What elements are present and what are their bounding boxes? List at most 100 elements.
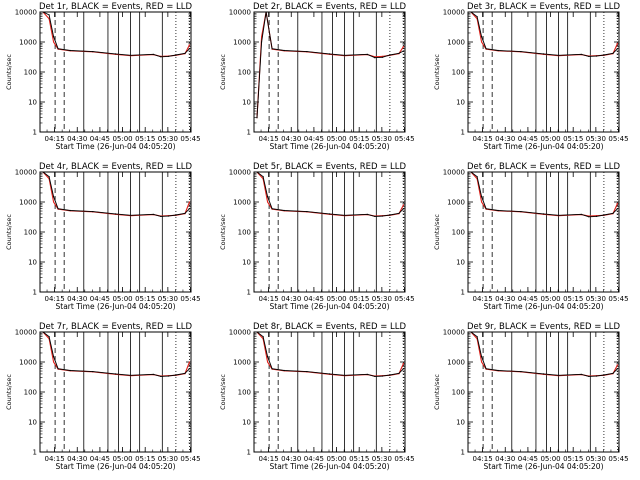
panel-title: Det 1r, BLACK = Events, RED = LLD [39,2,193,12]
events-data-point [271,368,273,370]
events-data-point [130,54,132,56]
events-data-point [588,216,590,218]
lld-data-point [402,204,405,206]
events-data-point [184,52,186,54]
x-tick-label: 05:30 [586,455,606,463]
plot-frame [253,171,406,293]
x-tick-label: 05:45 [180,455,200,463]
x-tick-label: 04:15 [45,455,65,463]
panel-title: Det 7r, BLACK = Events, RED = LLD [39,322,193,332]
y-axis-label: Counts/sec [219,374,227,410]
y-tick-label: 10 [28,419,37,427]
events-data-point [69,209,71,212]
detector-panel: Det 3r, BLACK = Events, RED = LLD Counts/… [433,2,629,151]
y-tick-label: 100 [452,229,465,237]
x-axis-label: Start Time (26-Jun-04 04:05:20) [484,462,604,471]
x-tick-label: 04:45 [518,295,538,303]
events-data-point [374,375,376,377]
x-tick-label: 05:00 [112,295,132,303]
x-tick-label: 04:30 [495,295,515,303]
x-tick-label: 05:00 [540,455,560,463]
events-data-point [48,176,50,178]
y-tick-label: 100 [238,229,251,237]
events-data-point [267,196,269,198]
y-tick-label: 10000 [15,329,37,337]
events-data-point [57,48,59,50]
x-tick-label: 04:15 [45,135,65,143]
events-data-point [616,208,619,210]
y-axis-label: Counts/sec [5,54,13,90]
x-axis-label: Start Time (26-Jun-04 04:05:20) [484,142,604,151]
events-series-line [470,12,618,57]
events-data-point [167,215,169,217]
y-tick-label: 1 [247,129,251,137]
y-tick-label: 1 [33,449,37,457]
plot-frame [39,171,192,293]
events-data-point [188,48,191,50]
events-data-point [389,54,391,56]
events-data-point [130,374,132,376]
events-data-point [595,375,598,377]
events-data-point [374,215,376,217]
detector-panel: Det 4r, BLACK = Events, RED = LLD Counts/… [5,162,201,311]
x-axis-label: Start Time (26-Jun-04 04:05:20) [56,142,176,151]
events-data-point [603,374,605,376]
x-tick-label: 05:00 [112,455,132,463]
events-data-point [398,212,400,214]
events-data-point [167,55,169,58]
events-data-point [374,57,376,59]
y-tick-label: 100 [24,229,37,237]
x-axis-label: Start Time (26-Jun-04 04:05:20) [270,302,390,311]
x-tick-label: 05:45 [180,135,200,143]
x-tick-label: 04:30 [281,295,301,303]
x-tick-label: 04:15 [259,135,279,143]
events-data-point [283,369,285,372]
y-tick-label: 1000 [233,39,251,47]
y-axis-label: Counts/sec [219,214,227,250]
events-data-point [612,52,614,54]
events-data-point [261,41,263,43]
events-data-point [130,214,132,216]
events-data-point [160,375,162,377]
detector-panel: Det 6r, BLACK = Events, RED = LLD Counts/… [433,162,629,311]
x-tick-label: 05:15 [135,295,155,303]
plot-frame [39,11,192,133]
events-data-point [402,50,405,52]
detector-panel: Det 5r, BLACK = Events, RED = LLD Counts/… [219,162,415,311]
x-tick-label: 04:15 [45,295,65,303]
y-tick-label: 100 [24,69,37,77]
x-tick-label: 04:45 [304,135,324,143]
events-data-point [485,48,487,50]
x-tick-label: 05:45 [608,455,628,463]
plot-frame [467,11,620,133]
lld-data-point [402,46,405,48]
events-data-point [152,213,154,215]
y-tick-label: 10000 [229,329,251,337]
events-data-point [398,372,400,374]
events-data-point [175,214,177,216]
y-tick-label: 100 [452,389,465,397]
lld-data-point [188,44,191,46]
y-axis-label: Counts/sec [433,54,441,90]
events-data-point [497,49,499,52]
events-data-point [306,211,308,213]
events-series-line [256,172,404,217]
x-tick-label: 04:30 [495,135,515,143]
plot-frame [467,331,620,453]
lld-data-point [53,41,55,43]
events-data-point [497,369,499,372]
events-data-point [114,213,117,215]
x-tick-label: 05:15 [349,295,369,303]
y-axis-label: Counts/sec [5,214,13,250]
events-data-point [558,54,560,56]
x-axis-label: Start Time (26-Jun-04 04:05:20) [270,142,390,151]
y-tick-label: 100 [238,389,251,397]
x-tick-label: 05:30 [158,295,178,303]
detector-panel: Det 1r, BLACK = Events, RED = LLD Counts/… [5,2,201,151]
y-tick-label: 10 [242,419,251,427]
panel-title: Det 9r, BLACK = Events, RED = LLD [467,322,621,332]
events-data-point [188,368,191,370]
events-data-point [542,373,545,375]
x-tick-label: 05:45 [180,295,200,303]
x-tick-label: 04:45 [304,455,324,463]
